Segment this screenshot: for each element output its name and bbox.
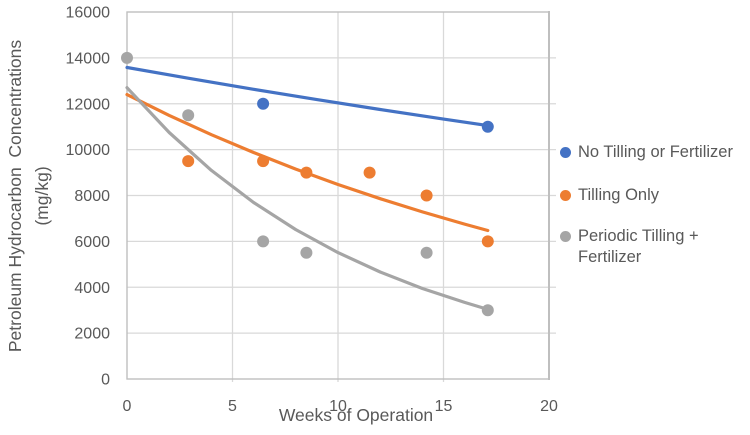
- y-tick-label: 2000: [74, 326, 110, 343]
- data-point-tilling-only: [182, 155, 195, 168]
- data-point-tilling-only: [481, 235, 494, 248]
- trendline-tilling-only: [125, 92, 490, 233]
- data-point-tilling-only: [420, 189, 433, 202]
- trendline-periodic-tilling-fertilizer: [125, 86, 490, 311]
- data-point-periodic-tilling-fertilizer: [121, 51, 133, 64]
- data-point-periodic-tilling-fertilizer: [300, 246, 313, 259]
- legend-label-line: No Tilling or Fertilizer: [578, 142, 733, 161]
- legend-label: Periodic Tilling + Fertilizer: [578, 226, 699, 268]
- data-point-periodic-tilling-fertilizer: [182, 109, 195, 122]
- legend-marker-icon: [560, 189, 571, 201]
- x-axis-title: Weeks of Operation: [278, 405, 434, 425]
- legend-label: Tilling Only: [578, 185, 659, 206]
- y-tick-label: 10000: [66, 142, 111, 159]
- y-tick-label: 8000: [74, 188, 110, 205]
- data-point-no-tilling-or-fertilizer: [257, 97, 270, 110]
- legend-marker-icon: [560, 146, 571, 158]
- legend-label-line: Fertilizer: [578, 247, 642, 266]
- y-tick-label: 12000: [66, 96, 111, 113]
- data-point-periodic-tilling-fertilizer: [420, 246, 433, 259]
- y-tick-label: 14000: [66, 50, 111, 67]
- x-tick-label: 10: [329, 398, 347, 415]
- data-point-periodic-tilling-fertilizer: [257, 235, 270, 248]
- legend-item-no-tilling-or-fertilizer: No Tilling or Fertilizer: [560, 142, 733, 163]
- legend-label-line: Tilling Only: [578, 185, 659, 204]
- x-tick-label: 15: [435, 398, 453, 415]
- y-axis-title-units: (mg/kg): [32, 166, 52, 226]
- data-point-periodic-tilling-fertilizer: [481, 304, 494, 317]
- y-tick-label: 4000: [74, 280, 110, 297]
- legend-item-tilling-only: Tilling Only: [560, 185, 659, 206]
- x-tick-label: 20: [540, 398, 558, 415]
- y-tick-label: 16000: [66, 5, 111, 22]
- legend-label-line: Periodic Tilling +: [578, 226, 699, 245]
- y-tick-label: 6000: [74, 234, 110, 251]
- x-tick-label: 0: [123, 398, 132, 415]
- data-point-tilling-only: [257, 155, 270, 168]
- y-tick-label: 0: [101, 372, 110, 389]
- legend-item-periodic-tilling-fertilizer: Periodic Tilling + Fertilizer: [560, 226, 699, 268]
- x-tick-label: 5: [228, 398, 237, 415]
- y-axis-title: Petroleum Hydrocarbon Concentrations: [5, 39, 25, 353]
- legend-marker-icon: [560, 230, 571, 242]
- data-point-tilling-only: [363, 166, 376, 179]
- trendline-no-tilling-or-fertilizer: [125, 65, 490, 128]
- legend-label: No Tilling or Fertilizer: [578, 142, 733, 163]
- data-point-no-tilling-or-fertilizer: [481, 120, 494, 133]
- data-point-tilling-only: [300, 166, 313, 179]
